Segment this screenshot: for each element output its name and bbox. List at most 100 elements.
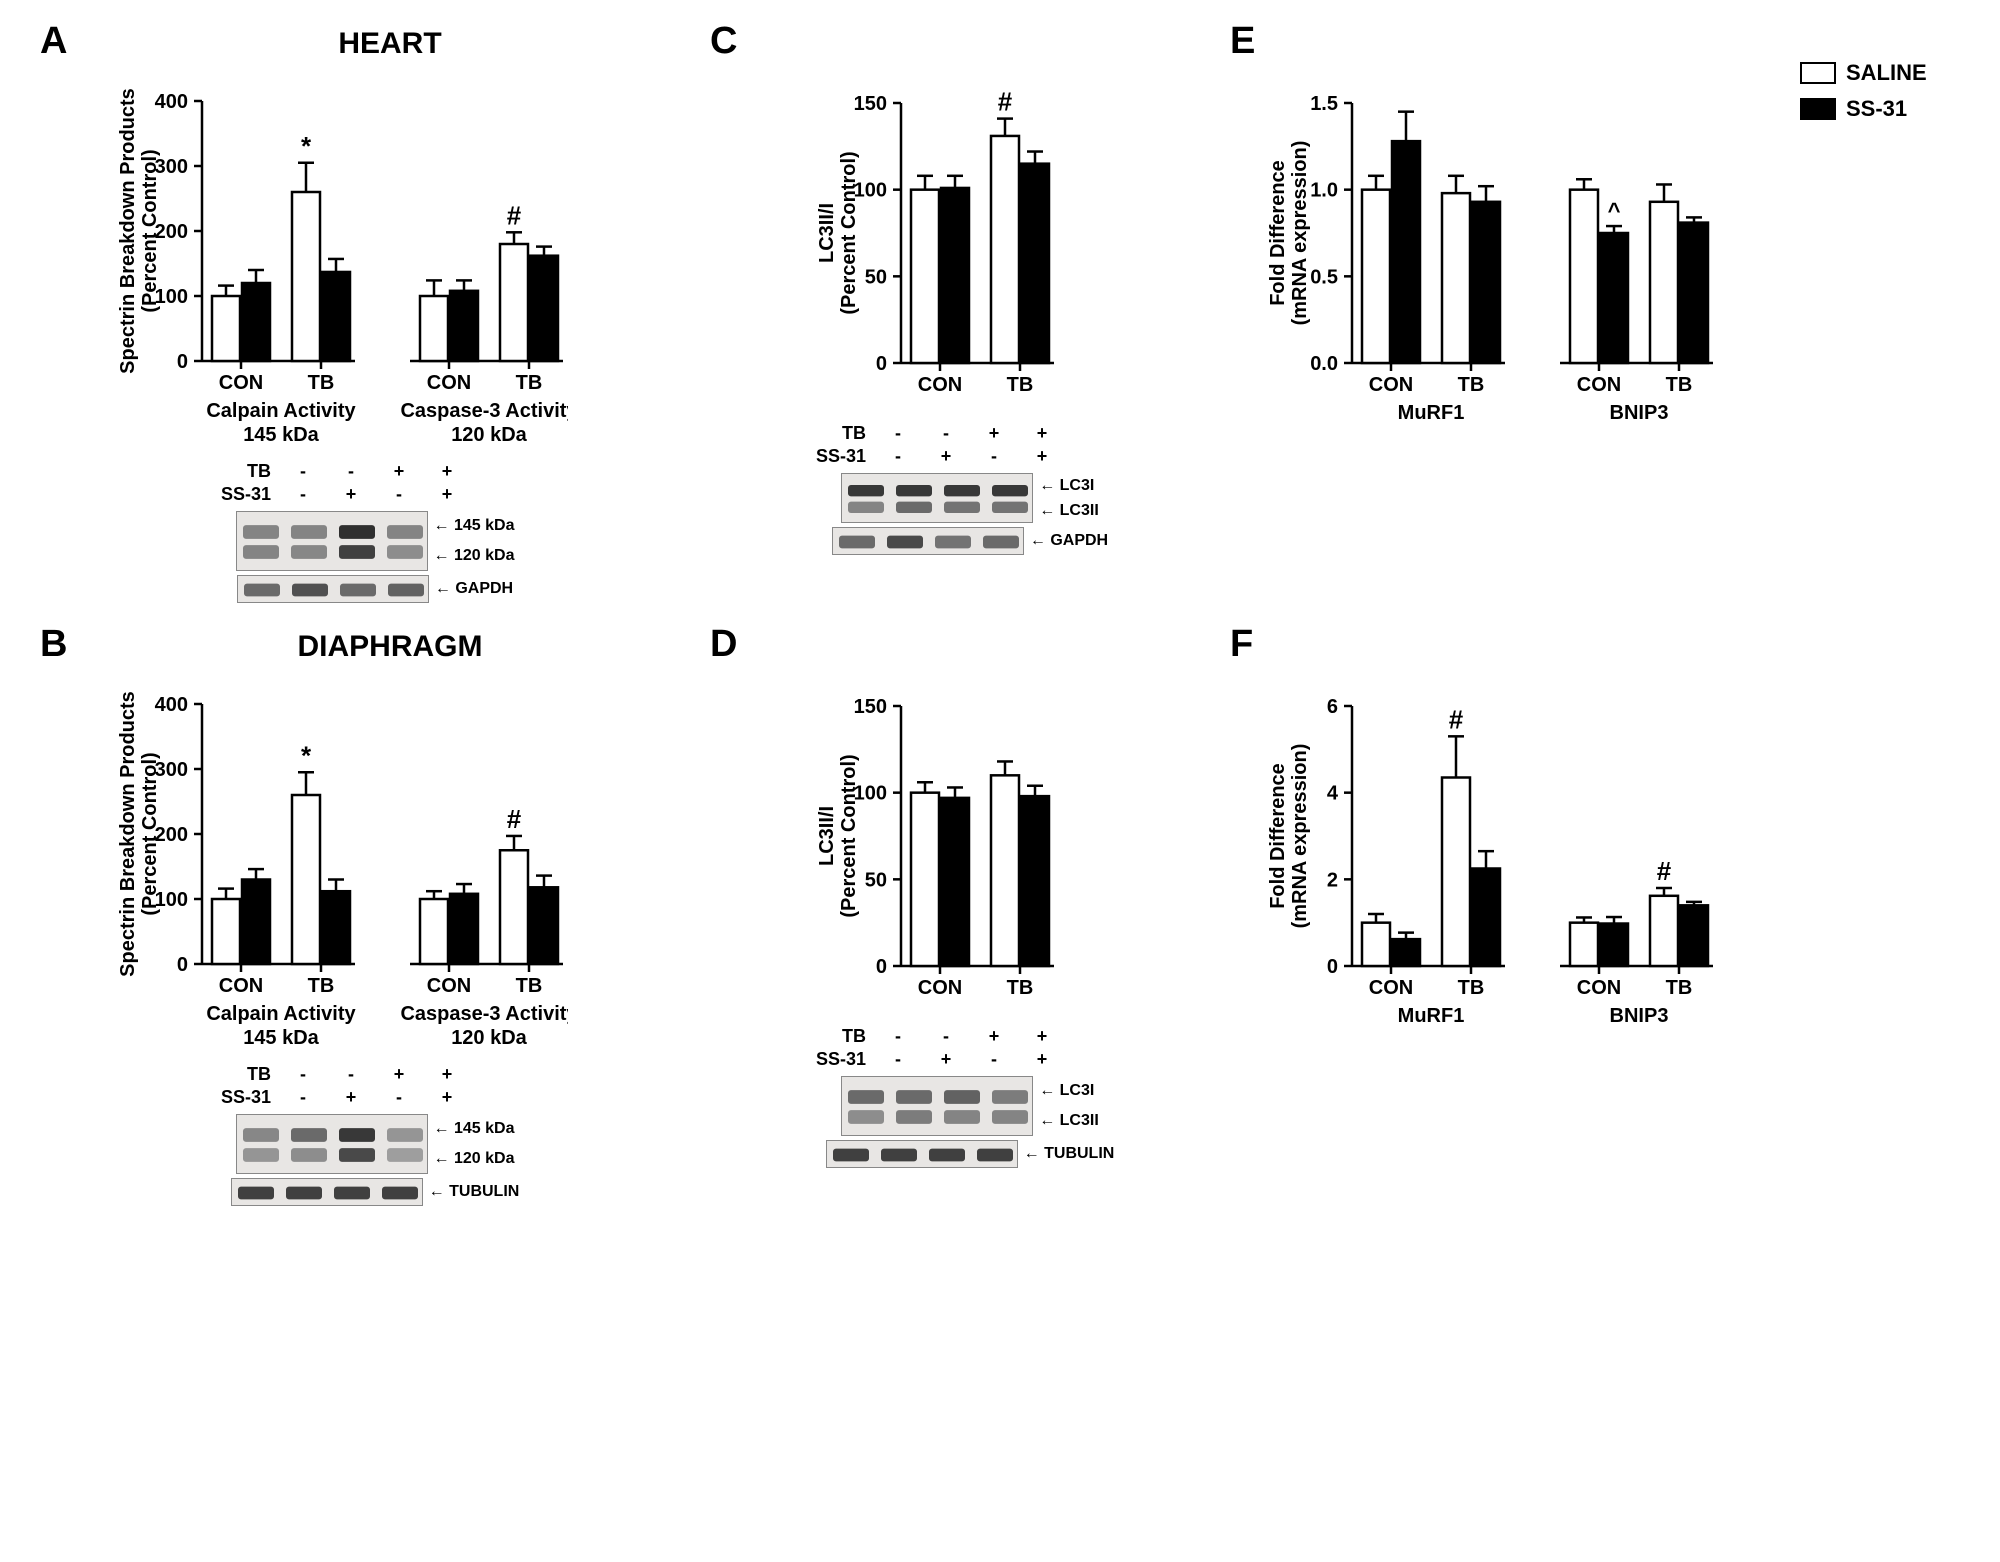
svg-text:0.0: 0.0 [1310, 353, 1338, 375]
svg-text:0: 0 [1327, 956, 1338, 978]
svg-text:CON: CON [427, 372, 471, 394]
svg-text:6: 6 [1327, 696, 1338, 718]
chart-D: 050100150LC3II/I(Percent Control)CONTB [811, 666, 1059, 1016]
panel-F: F 0 2 4 6 Fold Difference(mRNA expression) CO… [1210, 623, 1770, 1206]
svg-text:50: 50 [865, 266, 887, 288]
svg-text:Calpain Activity: Calpain Activity [206, 1003, 356, 1025]
svg-text:BNIP3: BNIP3 [1610, 402, 1669, 424]
svg-text:1.5: 1.5 [1310, 93, 1338, 115]
chart-B: 0100200300400Spectrin Breakdown Products… [112, 664, 568, 1054]
svg-text:LC3II/I: LC3II/I [816, 203, 838, 263]
svg-text:0: 0 [177, 954, 188, 976]
legend-saline-swatch [1800, 62, 1836, 84]
svg-text:CON: CON [1369, 977, 1413, 999]
chart-F: 0 2 4 6 Fold Difference(mRNA expression) CON #… [1262, 666, 1718, 1056]
svg-text:(Percent Control): (Percent Control) [838, 754, 860, 917]
panel-D: D 050100150LC3II/I(Percent Control)CONTB… [690, 623, 1180, 1206]
chart-C: 050100150LC3II/I(Percent Control)CON#TB [811, 63, 1059, 413]
svg-text:CON: CON [427, 975, 471, 997]
chart-E: 0.0 0.5 1.0 1.5 Fold Difference(mRNA express… [1262, 63, 1718, 453]
svg-text:CON: CON [918, 374, 962, 396]
panel-F-label: F [1230, 623, 1253, 666]
svg-text:TB: TB [1666, 977, 1693, 999]
panel-E: E 0.0 0.5 1.0 1.5 Fold Difference(mRNA expre… [1210, 20, 1770, 603]
svg-text:120 kDa: 120 kDa [451, 1027, 527, 1049]
svg-text:CON: CON [1577, 977, 1621, 999]
blot-B: TB--++SS-31-+-+145 kDa120 kDaTUBULIN [161, 1064, 520, 1206]
svg-text:0: 0 [876, 353, 887, 375]
figure-legend: SALINE SS-31 [1800, 60, 2000, 603]
panel-B: B DIAPHRAGM 0100200300400Spectrin Breakd… [20, 623, 660, 1206]
svg-text:Fold Difference: Fold Difference [1267, 160, 1289, 306]
blot-D: TB--++SS-31-+-+LC3ILC3IITUBULIN [756, 1026, 1115, 1168]
panel-B-label: B [40, 623, 67, 666]
panel-D-label: D [710, 623, 737, 666]
legend-ss31-label: SS-31 [1846, 96, 1907, 122]
svg-text:(mRNA expression): (mRNA expression) [1289, 141, 1311, 326]
svg-text:^: ^ [1608, 198, 1621, 223]
spacer [1800, 623, 2000, 1206]
legend-ss31-swatch [1800, 98, 1836, 120]
svg-text:TB: TB [308, 372, 335, 394]
svg-text:(Percent Control): (Percent Control) [838, 151, 860, 314]
svg-text:150: 150 [854, 93, 887, 115]
svg-text:MuRF1: MuRF1 [1398, 402, 1465, 424]
svg-text:TB: TB [516, 372, 543, 394]
svg-text:145 kDa: 145 kDa [243, 1027, 319, 1049]
svg-text:LC3II/I: LC3II/I [816, 806, 838, 866]
svg-text:0: 0 [177, 351, 188, 373]
svg-text:Spectrin Breakdown Products: Spectrin Breakdown Products [117, 88, 139, 374]
svg-text:400: 400 [155, 694, 188, 716]
svg-text:MuRF1: MuRF1 [1398, 1005, 1465, 1027]
svg-text:145 kDa: 145 kDa [243, 424, 319, 446]
chart-A: 0100200300400Spectrin Breakdown Products… [112, 61, 568, 451]
blot-A: TB--++SS-31-+-+145 kDa120 kDaGAPDH [166, 461, 515, 603]
svg-text:(mRNA expression): (mRNA expression) [1289, 744, 1311, 929]
svg-text:Fold Difference: Fold Difference [1267, 763, 1289, 909]
svg-text:#: # [998, 87, 1013, 117]
svg-text:0.5: 0.5 [1310, 266, 1338, 288]
svg-text:TB: TB [516, 975, 543, 997]
svg-text:TB: TB [308, 975, 335, 997]
svg-text:2: 2 [1327, 869, 1338, 891]
svg-text:50: 50 [865, 869, 887, 891]
svg-text:Spectrin Breakdown Products: Spectrin Breakdown Products [117, 691, 139, 977]
panel-A-label: A [40, 20, 67, 63]
panel-C: C 050100150LC3II/I(Percent Control)CON#T… [690, 20, 1180, 603]
legend-saline: SALINE [1800, 60, 2000, 86]
svg-text:TB: TB [1007, 374, 1034, 396]
svg-text:CON: CON [219, 975, 263, 997]
svg-text:#: # [507, 200, 522, 230]
svg-text:#: # [1449, 704, 1464, 734]
blot-C: TB--++SS-31-+-+LC3ILC3IIGAPDH [762, 423, 1108, 555]
panel-B-title: DIAPHRAGM [298, 630, 483, 664]
svg-text:0: 0 [876, 956, 887, 978]
svg-text:150: 150 [854, 696, 887, 718]
svg-text:#: # [507, 804, 522, 834]
panel-E-label: E [1230, 20, 1255, 63]
svg-text:1.0: 1.0 [1310, 180, 1338, 202]
svg-text:TB: TB [1007, 977, 1034, 999]
svg-text:(Percent Control): (Percent Control) [139, 752, 161, 915]
svg-text:#: # [1657, 856, 1672, 886]
svg-text:4: 4 [1327, 783, 1339, 805]
svg-text:Calpain Activity: Calpain Activity [206, 400, 356, 422]
panel-C-label: C [710, 20, 737, 63]
svg-text:Caspase-3 Activity: Caspase-3 Activity [400, 1003, 568, 1025]
svg-text:CON: CON [918, 977, 962, 999]
panel-A: A HEART 0100200300400Spectrin Breakdown … [20, 20, 660, 603]
legend-ss31: SS-31 [1800, 96, 2000, 122]
svg-text:TB: TB [1666, 374, 1693, 396]
svg-text:CON: CON [219, 372, 263, 394]
svg-text:BNIP3: BNIP3 [1610, 1005, 1669, 1027]
figure-grid: A HEART 0100200300400Spectrin Breakdown … [20, 20, 1980, 1206]
svg-text:TB: TB [1458, 374, 1485, 396]
svg-text:TB: TB [1458, 977, 1485, 999]
svg-text:(Percent Control): (Percent Control) [139, 149, 161, 312]
legend-saline-label: SALINE [1846, 60, 1927, 86]
svg-text:CON: CON [1577, 374, 1621, 396]
svg-text:120 kDa: 120 kDa [451, 424, 527, 446]
svg-text:400: 400 [155, 91, 188, 113]
svg-text:Caspase-3 Activity: Caspase-3 Activity [400, 400, 568, 422]
svg-text:*: * [301, 131, 312, 161]
